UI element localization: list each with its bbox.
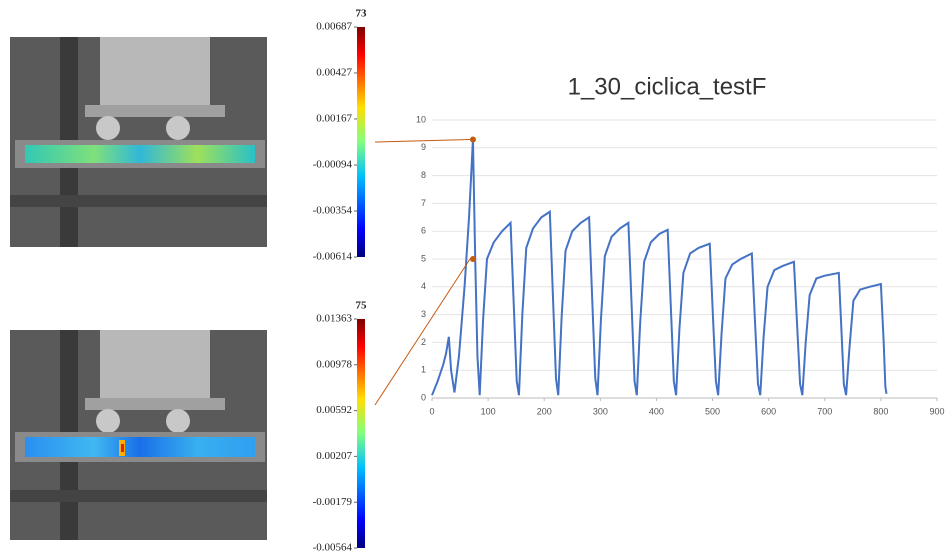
y-tick-label: 9 [421, 142, 426, 152]
colorbar [357, 319, 365, 548]
x-tick-label: 600 [761, 406, 776, 416]
frame-number: 75 [356, 300, 368, 312]
colorbar [357, 27, 365, 257]
colorbar-label: -0.00354 [313, 205, 353, 217]
y-tick-label: 6 [421, 226, 426, 236]
photo-top [10, 37, 267, 247]
x-tick-label: 900 [929, 406, 944, 416]
chart-title: 1_30_ciclica_testF [568, 73, 767, 100]
y-tick-label: 8 [421, 170, 426, 180]
data-line [431, 139, 888, 396]
colorbar-label: 0.00427 [316, 66, 352, 78]
y-tick-label: 10 [416, 114, 426, 124]
y-tick-label: 4 [421, 281, 426, 291]
colorbar-label: 0.00592 [316, 404, 352, 416]
colorbar-label: -0.00614 [313, 251, 353, 263]
x-tick-label: 800 [873, 406, 888, 416]
y-tick-label: 1 [421, 365, 426, 375]
colorbar-label: -0.00179 [313, 496, 353, 508]
x-tick-label: 0 [429, 406, 434, 416]
x-tick-label: 500 [705, 406, 720, 416]
x-tick-label: 200 [537, 406, 552, 416]
annotation-arrow [374, 258, 471, 406]
annotation-arrow [374, 138, 470, 143]
y-tick-label: 0 [421, 392, 426, 402]
y-tick-label: 5 [421, 253, 426, 263]
frame-number: 73 [356, 8, 368, 20]
colorbar-label: -0.00094 [313, 159, 353, 171]
x-tick-label: 400 [649, 406, 664, 416]
colorbar-label: 0.00687 [316, 21, 352, 33]
highlight-point [469, 256, 476, 262]
photo-bottom [10, 330, 267, 540]
y-tick-label: 2 [421, 337, 426, 347]
colorbar-label: 0.01363 [316, 313, 352, 325]
x-tick-label: 300 [593, 406, 608, 416]
colorbar-label: 0.00167 [316, 112, 352, 124]
colorbar-label: 0.00207 [316, 450, 352, 462]
y-tick-label: 3 [421, 309, 426, 319]
colorbar-label: -0.00564 [313, 542, 353, 554]
x-tick-label: 100 [481, 406, 496, 416]
highlight-point [469, 136, 476, 143]
y-tick-label: 7 [421, 198, 426, 208]
colorbar-label: 0.00978 [316, 358, 352, 370]
x-tick-label: 700 [817, 406, 832, 416]
